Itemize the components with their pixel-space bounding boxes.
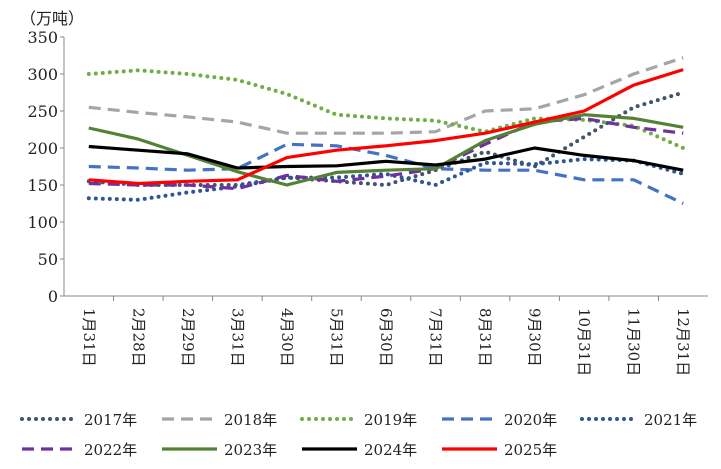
x-tick-label: 8月31日 — [476, 308, 494, 367]
series-line-2018年 — [88, 56, 684, 135]
series-line-2024年 — [88, 144, 684, 172]
legend-item: 2020年 — [442, 411, 557, 429]
legend-label: 2017年 — [84, 411, 137, 429]
legend-label: 2022年 — [84, 441, 137, 459]
series-line-2019年 — [86, 68, 686, 150]
legend-item: 2021年 — [580, 411, 697, 429]
x-tick-label: 2月29日 — [179, 308, 197, 367]
x-tick-label: 2月28日 — [129, 308, 147, 367]
legend-label: 2025年 — [504, 441, 557, 459]
x-tick-label: 6月30日 — [377, 308, 395, 367]
y-tick-label: 350 — [27, 28, 58, 47]
y-tick-label: 200 — [27, 139, 58, 158]
series-line-2020年 — [88, 142, 684, 205]
legend-label: 2023年 — [224, 441, 277, 459]
legend-item: 2017年 — [20, 411, 137, 429]
y-tick-label: 300 — [27, 65, 58, 84]
x-tick-label: 11月30日 — [625, 308, 643, 376]
x-tick-label: 10月31日 — [575, 308, 593, 376]
y-tick-label: 150 — [27, 176, 58, 195]
y-tick-label: 250 — [27, 102, 58, 121]
x-tick-label: 12月31日 — [674, 308, 692, 376]
x-tick-label: 3月31日 — [228, 308, 246, 367]
series-line-2025年 — [88, 68, 684, 186]
x-tick-label: 5月31日 — [327, 308, 345, 367]
x-tick-label: 4月30日 — [278, 308, 296, 367]
legend-item: 2018年 — [162, 411, 277, 429]
unit-label: （万吨） — [20, 9, 84, 28]
legend-item: 2022年 — [22, 441, 137, 459]
x-tick-label: 7月31日 — [427, 308, 445, 367]
series-line-2021年 — [86, 157, 686, 202]
x-tick-label: 1月31日 — [80, 308, 98, 367]
x-tick-label: 9月30日 — [526, 308, 544, 367]
y-tick-label: 0 — [48, 287, 58, 306]
legend-label: 2019年 — [364, 411, 417, 429]
legend-label: 2018年 — [224, 411, 277, 429]
legend-label: 2021年 — [644, 411, 697, 429]
legend-item: 2024年 — [302, 441, 417, 459]
legend-label: 2020年 — [504, 411, 557, 429]
y-tick-label: 100 — [27, 213, 58, 232]
legend-label: 2024年 — [364, 441, 417, 459]
legend-item: 2025年 — [442, 441, 557, 459]
y-tick-label: 50 — [38, 250, 58, 269]
series-line-2022年 — [88, 116, 684, 191]
legend-item: 2023年 — [162, 441, 277, 459]
legend-item: 2019年 — [300, 411, 417, 429]
